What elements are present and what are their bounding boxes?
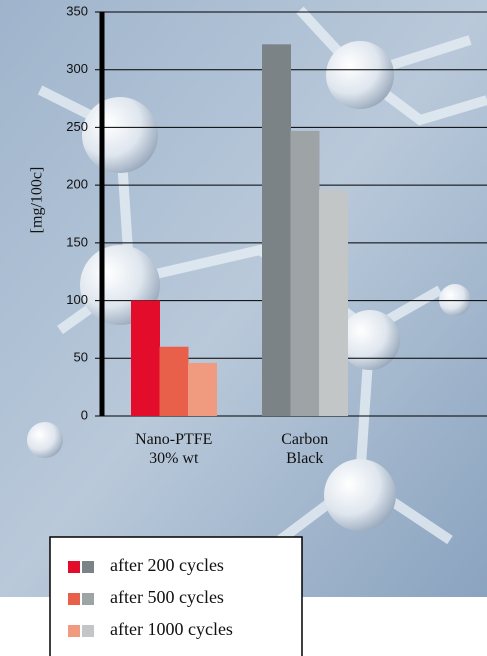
legend-label: after 200 cycles bbox=[110, 555, 224, 575]
y-tick-label: 0 bbox=[81, 407, 88, 422]
legend-swatch bbox=[82, 561, 94, 573]
bar bbox=[131, 301, 160, 416]
y-tick-label: 150 bbox=[66, 234, 88, 249]
chart: [mg/100c] 050100150200250300350Nano-PTFE… bbox=[0, 0, 487, 656]
y-axis-label: [mg/100c] bbox=[29, 167, 46, 234]
legend-label: after 500 cycles bbox=[110, 587, 224, 607]
y-tick-label: 250 bbox=[66, 119, 88, 134]
legend-swatch bbox=[68, 593, 80, 605]
bar bbox=[188, 363, 217, 416]
legend-swatch bbox=[68, 625, 80, 637]
legend-swatch bbox=[82, 625, 94, 637]
y-tick-label: 300 bbox=[66, 61, 88, 76]
legend-swatch bbox=[68, 561, 80, 573]
bar bbox=[319, 190, 348, 416]
y-tick-label: 350 bbox=[66, 3, 88, 18]
y-tick-label: 50 bbox=[74, 350, 88, 365]
y-tick-label: 200 bbox=[66, 177, 88, 192]
bar bbox=[291, 131, 320, 416]
legend-label: after 1000 cycles bbox=[110, 619, 233, 639]
bar bbox=[160, 347, 189, 416]
legend-swatch bbox=[82, 593, 94, 605]
page: [mg/100c] 050100150200250300350Nano-PTFE… bbox=[0, 0, 487, 656]
bar bbox=[262, 44, 291, 416]
y-tick-label: 100 bbox=[66, 292, 88, 307]
